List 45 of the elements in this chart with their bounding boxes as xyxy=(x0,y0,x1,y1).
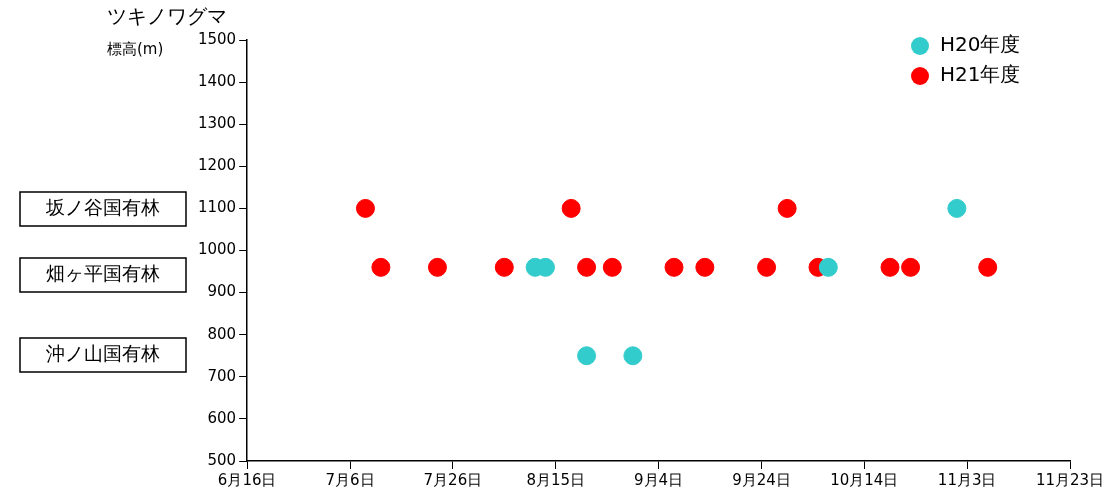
point xyxy=(623,346,643,366)
point xyxy=(880,257,900,277)
chart-title: ツキノワグマ xyxy=(107,4,228,29)
point xyxy=(947,198,967,218)
x-tick-label: 9月24日 xyxy=(732,470,791,489)
y-tick-label: 500 xyxy=(207,450,237,469)
x-tick-label: 7月26日 xyxy=(423,470,483,489)
point xyxy=(757,257,777,277)
legend-label: H20年度 xyxy=(940,32,1021,57)
point xyxy=(577,257,597,277)
point xyxy=(818,257,838,277)
point xyxy=(695,257,715,277)
y-tick-label: 700 xyxy=(207,366,237,385)
y-tick-label: 1000 xyxy=(197,240,237,259)
y-tick-label: 600 xyxy=(207,408,237,427)
x-tick-label: 6月16日 xyxy=(217,470,277,489)
x-tick-label: 7月6日 xyxy=(325,470,375,489)
text: 畑ヶ平国有林 xyxy=(46,261,160,284)
x-tick-label: 10月14日 xyxy=(830,470,899,489)
x-tick-label: 11月3日 xyxy=(937,470,997,489)
x-tick-label: 11月23日 xyxy=(1035,470,1105,489)
text: 坂ノ谷国有林 xyxy=(45,195,160,218)
y-tick-label: 900 xyxy=(207,282,237,301)
point xyxy=(664,257,684,277)
text: 沖ノ山国有林 xyxy=(46,341,160,364)
point xyxy=(355,198,375,218)
y-axis-title: 標高(m) xyxy=(107,39,164,58)
point xyxy=(577,346,597,366)
point xyxy=(427,257,447,277)
point xyxy=(371,257,391,277)
point xyxy=(561,198,581,218)
y-tick-label: 1500 xyxy=(197,29,237,48)
point xyxy=(777,198,797,218)
y-tick-label: 1300 xyxy=(197,114,237,133)
point xyxy=(978,257,998,277)
y-tick-label: 1400 xyxy=(197,71,237,90)
point xyxy=(602,257,622,277)
x-tick-label: 9月4日 xyxy=(634,470,684,489)
point xyxy=(901,257,921,277)
y-tick-label: 1200 xyxy=(197,156,237,175)
y-tick-label: 800 xyxy=(207,324,237,343)
legend-label: H21年度 xyxy=(940,62,1021,87)
point xyxy=(494,257,514,277)
y-tick-label: 1100 xyxy=(197,198,237,217)
x-tick-label: 8月15日 xyxy=(526,470,586,489)
